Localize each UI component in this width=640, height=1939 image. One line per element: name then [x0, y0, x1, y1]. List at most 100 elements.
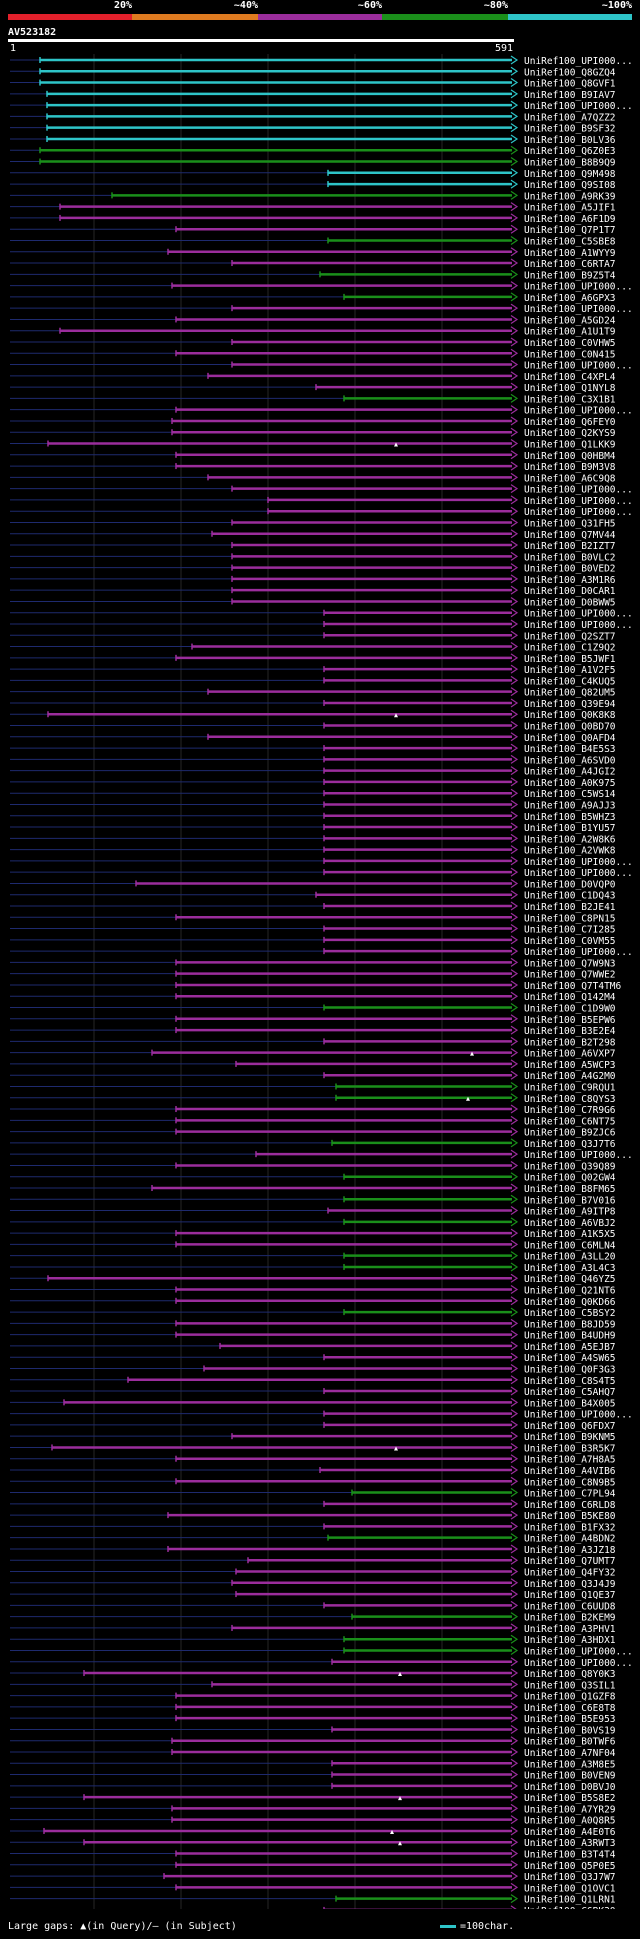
hit-arrow-icon	[510, 608, 519, 618]
hit-arrow-icon	[510, 1160, 519, 1170]
hit-label: UniRef100_B5EPW6	[524, 1015, 616, 1026]
hit-label: UniRef100_A6SVD0	[524, 755, 616, 766]
hit-label: UniRef100_B2IZT7	[524, 541, 616, 552]
hit-label: UniRef100_C5WS14	[524, 789, 616, 800]
hit-label: UniRef100_Q39E94	[524, 699, 616, 710]
hit-label: UniRef100_C8N9B5	[524, 1477, 616, 1488]
hit-arrow-icon	[510, 157, 519, 167]
hit-arrow-icon	[510, 1476, 519, 1486]
hit-label: UniRef100_C6NT75	[524, 1116, 616, 1127]
hit-arrow-icon	[510, 1702, 519, 1712]
hit-label: UniRef100_C8PN15	[524, 913, 616, 924]
hit-label: UniRef100_Q6FDX7	[524, 1421, 616, 1432]
hit-arrow-icon	[510, 224, 519, 234]
hit-label: UniRef100_UPI000...	[524, 947, 633, 958]
hit-arrow-icon	[510, 845, 519, 855]
hit-arrow-icon	[510, 912, 519, 922]
hit-label: UniRef100_C0VM55	[524, 936, 616, 947]
hit-label: UniRef100_B8FM65	[524, 1184, 616, 1195]
hit-arrow-icon	[510, 777, 519, 787]
legend-seg-20	[8, 14, 132, 20]
hit-label: UniRef100_Q7MV44	[524, 530, 616, 541]
hit-arrow-icon	[510, 1871, 519, 1881]
hit-label: UniRef100_Q3J7T6	[524, 1139, 616, 1150]
hit-arrow-icon	[510, 1668, 519, 1678]
legend-label-60: ~60%	[357, 0, 382, 11]
hit-arrow-icon	[510, 1623, 519, 1633]
hit-arrow-icon	[510, 585, 519, 595]
hit-arrow-icon	[510, 890, 519, 900]
hit-arrow-icon	[510, 100, 519, 110]
hit-arrow-icon	[510, 957, 519, 967]
hit-arrow-icon	[510, 1860, 519, 1870]
hit-label: UniRef100_UPI000...	[524, 620, 633, 631]
hit-label: UniRef100_Q0BD70	[524, 722, 616, 733]
hit-label: UniRef100_A3LL20	[524, 1252, 616, 1263]
hit-arrow-icon	[510, 1262, 519, 1272]
hit-label: UniRef100_Q7P1T7	[524, 225, 616, 236]
hit-label: UniRef100_UPI000...	[524, 56, 633, 67]
hit-label: UniRef100_A5EJB7	[524, 1342, 616, 1353]
hit-arrow-icon	[510, 1894, 519, 1904]
hit-label: UniRef100_C8S4T5	[524, 1376, 616, 1387]
hit-arrow-icon	[510, 1217, 519, 1227]
hit-arrow-icon	[510, 484, 519, 494]
hit-arrow-icon	[510, 675, 519, 685]
hit-label: UniRef100_B1YU57	[524, 823, 616, 834]
hit-arrow-icon	[510, 1036, 519, 1046]
legend-label-40: ~40%	[233, 0, 258, 11]
hit-arrow-icon	[510, 1206, 519, 1216]
hit-label: UniRef100_Q6Z0E3	[524, 146, 616, 157]
hit-arrow-icon	[510, 1645, 519, 1655]
hit-label: UniRef100_A1K5X5	[524, 1229, 616, 1240]
hit-arrow-icon	[510, 213, 519, 223]
hit-arrow-icon	[510, 1724, 519, 1734]
hit-arrow-icon	[510, 1341, 519, 1351]
hit-arrow-icon	[510, 382, 519, 392]
hit-label: UniRef100_C6RTA7	[524, 259, 616, 270]
hit-label: UniRef100_A3M8E5	[524, 1759, 616, 1770]
hit-label: UniRef100_Q1QE37	[524, 1590, 616, 1601]
hit-arrow-icon	[510, 1183, 519, 1193]
hit-label: UniRef100_B2T298	[524, 1037, 616, 1048]
hit-label: UniRef100_A3JZ18	[524, 1545, 616, 1556]
hit-arrow-icon	[510, 1431, 519, 1441]
hit-arrow-icon	[510, 66, 519, 76]
hit-arrow-icon	[510, 1657, 519, 1667]
hit-arrow-icon	[510, 416, 519, 426]
hit-arrow-icon	[510, 1194, 519, 1204]
hit-label: UniRef100_A4JGI2	[524, 767, 616, 778]
hit-label: UniRef100_Q3J7W7	[524, 1872, 616, 1883]
hit-label: UniRef100_B4UDH9	[524, 1331, 616, 1342]
hit-label: UniRef100_B3R5K7	[524, 1443, 616, 1454]
hit-arrow-icon	[510, 439, 519, 449]
hit-arrow-icon	[510, 766, 519, 776]
hit-label: UniRef100_B4E5S3	[524, 744, 616, 755]
hit-arrow-icon	[510, 878, 519, 888]
hit-label: UniRef100_A9RK39	[524, 191, 616, 202]
hit-arrow-icon	[510, 754, 519, 764]
hit-label: UniRef100_B0LV36	[524, 135, 616, 146]
hit-label: UniRef100_Q7UMT7	[524, 1556, 616, 1567]
hit-label: UniRef100_Q1LKK9	[524, 440, 616, 451]
hit-arrow-icon	[510, 1826, 519, 1836]
hit-arrow-icon	[510, 1713, 519, 1723]
hit-label: UniRef100_A6GPX3	[524, 293, 616, 304]
gap-marker-icon	[390, 1829, 394, 1834]
hit-arrow-icon	[510, 743, 519, 753]
hit-arrow-icon	[510, 935, 519, 945]
hit-arrow-icon	[510, 574, 519, 584]
hit-label: UniRef100_D0BVJ0	[524, 1782, 616, 1793]
hit-arrow-icon	[510, 1679, 519, 1689]
hit-arrow-icon	[510, 1363, 519, 1373]
hit-arrow-icon	[510, 1454, 519, 1464]
hit-arrow-icon	[510, 235, 519, 245]
hit-label: UniRef100_C4XPL4	[524, 372, 616, 383]
hit-arrow-icon	[510, 123, 519, 133]
hit-arrow-icon	[510, 540, 519, 550]
hit-arrow-icon	[510, 1420, 519, 1430]
hit-label: UniRef100_Q3SIL1	[524, 1680, 616, 1691]
hit-label: UniRef100_A5WCP3	[524, 1060, 616, 1071]
hit-arrow-icon	[510, 822, 519, 832]
hit-arrow-icon	[510, 1307, 519, 1317]
